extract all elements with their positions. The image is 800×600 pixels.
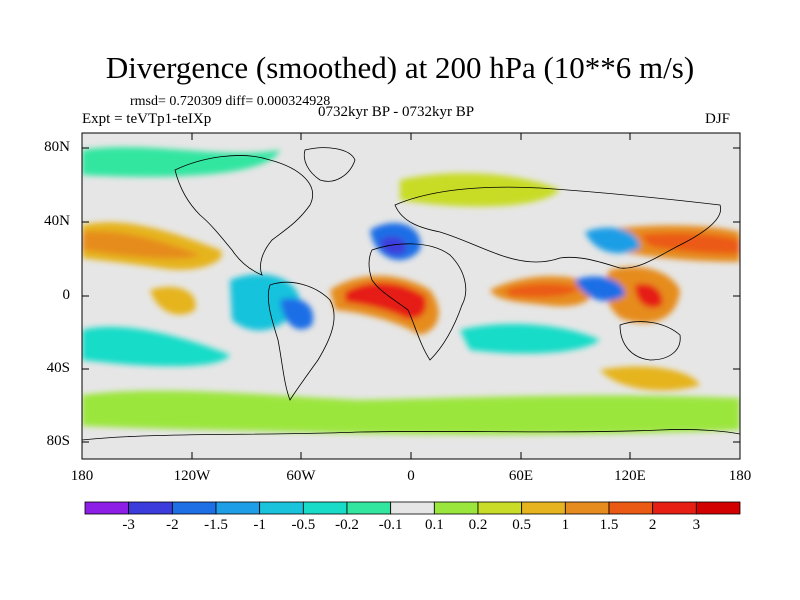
- field-patch: [635, 283, 663, 308]
- field-patch: [600, 366, 700, 391]
- colorbar-label: 1.5: [599, 517, 619, 533]
- lon-label-60w: 60W: [286, 468, 316, 484]
- stats-text: rmsd= 0.720309 diff= 0.000324928: [130, 94, 331, 109]
- lon-label-0: 0: [407, 468, 415, 484]
- lon-label-120w: 120W: [173, 468, 211, 484]
- coastline-south-america: [267, 281, 335, 401]
- field-patch: [230, 274, 300, 331]
- colorbar-label: -1: [253, 517, 266, 533]
- season-label: DJF: [705, 111, 731, 127]
- colorbar-swatch: [302, 501, 348, 515]
- field-patch: [82, 390, 740, 435]
- colorbar-label: 1: [561, 517, 570, 533]
- colorbar-label: -0.2: [335, 517, 359, 533]
- colorbar-swatch: [521, 501, 566, 515]
- axis-ticks: [81, 133, 741, 459]
- lon-label-120e: 120E: [614, 468, 646, 484]
- colorbar-label: -1.5: [204, 517, 228, 533]
- colorbar-swatch: [695, 501, 741, 515]
- field-patch: [505, 283, 580, 298]
- field-patch: [640, 233, 740, 254]
- colorbar-swatch: [215, 501, 261, 515]
- coastline-africa: [368, 243, 467, 361]
- lon-label-180e: 180: [728, 468, 752, 484]
- colorbar-label: -2: [166, 517, 179, 533]
- lat-label-40n: 40N: [44, 213, 70, 229]
- colorbar-swatch: [652, 501, 697, 515]
- field-patch: [82, 231, 200, 259]
- field-patch: [585, 227, 640, 254]
- lon-label-60e: 60E: [508, 468, 534, 484]
- colorbar-label: 2: [648, 517, 657, 533]
- colorbar-label: 0.1: [424, 517, 444, 533]
- field-patch: [150, 286, 196, 315]
- map-title: Divergence (smoothed) at 200 hPa (10**6 …: [105, 50, 695, 85]
- lat-label-40s: 40S: [46, 360, 70, 376]
- colorbar-swatch: [84, 501, 130, 515]
- lon-label-180w: 180: [70, 468, 94, 484]
- colorbar-swatch: [128, 501, 173, 515]
- coastline-antarctica: [82, 429, 740, 441]
- colorbar-label: 0.5: [512, 517, 532, 533]
- lat-label-80s: 80S: [46, 433, 70, 449]
- colorbar-swatch: [477, 501, 523, 515]
- coastline-australia: [619, 321, 681, 361]
- colorbar-label: 3: [692, 517, 701, 533]
- lat-label-0: 0: [62, 287, 71, 303]
- field-patch: [82, 326, 230, 367]
- field-patch: [400, 173, 560, 207]
- experiment-label: Expt = teVTp1-teIXp: [82, 111, 212, 127]
- field-patch: [380, 236, 406, 255]
- colorbar-label: -0.5: [291, 517, 316, 533]
- colorbar-swatch: [346, 501, 392, 515]
- field-patches: [82, 147, 740, 435]
- coastline-north-america: [174, 155, 313, 276]
- colorbar-swatch: [390, 501, 435, 515]
- field-patch: [280, 298, 314, 330]
- colorbar: [84, 501, 741, 515]
- lat-label-80n: 80N: [44, 139, 70, 155]
- period-label: 0732kyr BP - 0732kyr BP: [318, 104, 475, 120]
- field-patch: [82, 147, 280, 177]
- colorbar-label: -0.1: [378, 517, 403, 533]
- field-patch: [460, 324, 600, 354]
- coastlines: [82, 147, 740, 441]
- colorbar-swatch: [171, 501, 217, 515]
- colorbar-label: 0.2: [468, 517, 488, 533]
- colorbar-label: -3: [122, 517, 135, 533]
- coastline-eurasia: [394, 186, 722, 269]
- colorbar-swatch: [433, 501, 479, 515]
- coastline-greenland: [303, 147, 356, 182]
- colorbar-swatch: [564, 501, 610, 515]
- field-patch: [345, 282, 427, 319]
- field-patch: [575, 276, 625, 301]
- colorbar-swatch: [259, 501, 304, 515]
- colorbar-swatch: [608, 501, 654, 515]
